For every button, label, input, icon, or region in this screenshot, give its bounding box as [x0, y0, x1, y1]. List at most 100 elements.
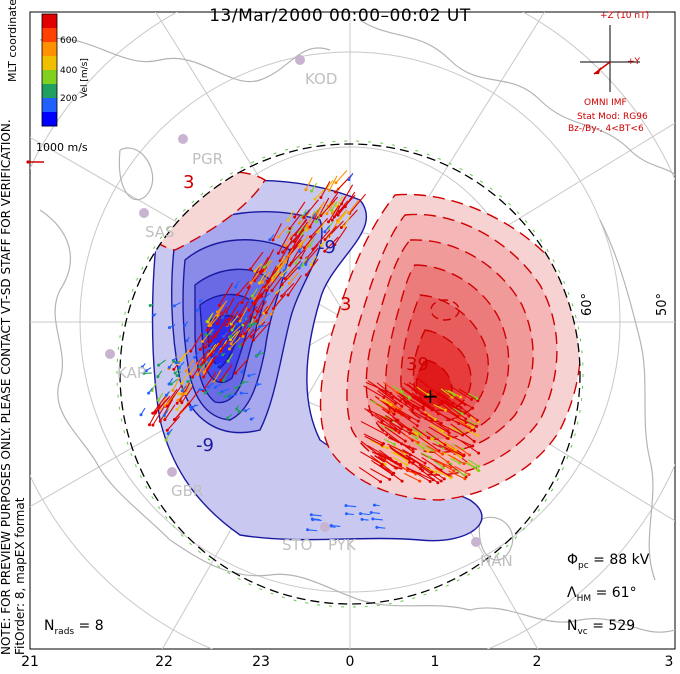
- velocity-vector: [208, 314, 217, 326]
- latitude-label: 60°: [580, 292, 596, 317]
- vector-origin: [225, 323, 229, 327]
- vector-origin: [475, 424, 479, 428]
- vector-origin: [198, 299, 202, 303]
- map-title: 13/Mar/2000 00:00–00:02 UT: [209, 6, 471, 26]
- vector-origin: [248, 323, 252, 327]
- vector-origin: [202, 370, 206, 374]
- velocity-vector: [310, 218, 329, 238]
- vector-origin: [441, 452, 445, 456]
- vector-origin: [251, 301, 255, 305]
- vector-origin: [385, 433, 389, 437]
- vector-origin: [262, 311, 266, 315]
- velocity-vector: [284, 260, 302, 279]
- velocity-vector: [328, 205, 340, 223]
- contour-label-group: 3 -9 -9 3 39: [183, 172, 429, 456]
- vector-origin: [339, 225, 343, 229]
- velocity-vector: [454, 468, 465, 476]
- vector-origin: [288, 226, 292, 230]
- lambda-subscript: HM: [576, 593, 592, 604]
- vector-origin: [397, 431, 401, 435]
- vector-origin: [313, 197, 317, 201]
- velocity-vector: [190, 332, 203, 352]
- vector-origin: [180, 389, 184, 393]
- vector-origin: [258, 325, 262, 329]
- vector-origin: [167, 365, 171, 369]
- station-label: PGR: [192, 150, 223, 168]
- vector-origin: [229, 342, 233, 346]
- vector-origin: [180, 381, 184, 385]
- vector-origin: [189, 408, 193, 412]
- velocity-vector: [414, 395, 439, 415]
- vector-origin: [165, 428, 169, 432]
- vector-origin: [283, 276, 287, 280]
- velocity-vector: [367, 409, 392, 422]
- velocity-vector: [174, 404, 188, 420]
- vector-origin: [172, 360, 176, 364]
- vector-origin: [247, 374, 251, 378]
- velocity-vector: [449, 385, 472, 400]
- velocity-vector: [333, 196, 346, 218]
- vector-origin: [216, 322, 220, 326]
- vector-origin: [284, 243, 288, 247]
- velocity-vector: [400, 398, 424, 410]
- velocity-vector: [402, 400, 427, 416]
- vector-origin: [428, 455, 432, 459]
- velocity-vector: [264, 266, 279, 287]
- vector-origin: [202, 375, 206, 379]
- vector-origin: [468, 453, 472, 457]
- velocity-vector: [363, 385, 385, 399]
- mlt-hour-label: 23: [252, 654, 270, 670]
- velocity-vector: [392, 385, 403, 392]
- velocity-vector: [454, 444, 470, 456]
- vector-origin: [226, 359, 230, 363]
- velocity-vector: [467, 459, 479, 467]
- velocity-vector: [433, 458, 452, 468]
- velocity-vector: [411, 389, 430, 399]
- vector-origin: [342, 224, 346, 228]
- velocity-vector: [210, 314, 221, 326]
- velocity-vector: [407, 456, 432, 473]
- vector-origin: [392, 412, 396, 416]
- vector-origin: [217, 303, 221, 307]
- velocity-vector: [399, 391, 410, 399]
- nrads-subscript: rads: [54, 626, 75, 637]
- dawn-cell: [319, 193, 580, 501]
- vector-origin: [441, 466, 445, 470]
- lambda-symbol: Λ: [567, 585, 577, 601]
- vector-origin: [333, 190, 337, 194]
- vector-origin: [463, 473, 467, 477]
- velocity-vector: [217, 306, 228, 324]
- velocity-vector: [381, 408, 399, 421]
- vector-origin: [426, 449, 430, 453]
- velocity-vector: [337, 211, 347, 223]
- velocity-vector: [305, 258, 319, 276]
- velocity-vector: [400, 386, 423, 403]
- velocity-vector: [281, 282, 295, 297]
- vector-origin: [344, 512, 348, 516]
- vector-origin: [252, 338, 256, 342]
- velocity-vector: [398, 393, 419, 410]
- vector-origin: [333, 243, 337, 247]
- colorbar-swatch: [42, 28, 57, 43]
- vector-origin: [306, 528, 310, 532]
- velocity-vector: [448, 454, 465, 465]
- vector-origin: [477, 469, 481, 473]
- vector-origin: [347, 211, 351, 215]
- vector-origin: [227, 347, 231, 351]
- vector-origin: [287, 281, 291, 285]
- velocity-vector: [241, 285, 251, 303]
- velocity-vector: [458, 388, 479, 402]
- velocity-vector: [301, 257, 308, 266]
- vector-origin: [270, 289, 274, 293]
- vector-origin: [443, 408, 447, 412]
- velocity-vector: [375, 403, 392, 413]
- colorbar-swatch: [42, 14, 57, 29]
- vector-origin: [459, 455, 463, 459]
- vector-origin: [262, 297, 266, 301]
- vector-origin: [394, 466, 398, 470]
- velocity-vector: [331, 201, 338, 211]
- velocity-vector: [464, 462, 475, 468]
- vector-origin: [426, 393, 430, 397]
- velocity-vector: [394, 407, 419, 422]
- vector-origin: [191, 375, 195, 379]
